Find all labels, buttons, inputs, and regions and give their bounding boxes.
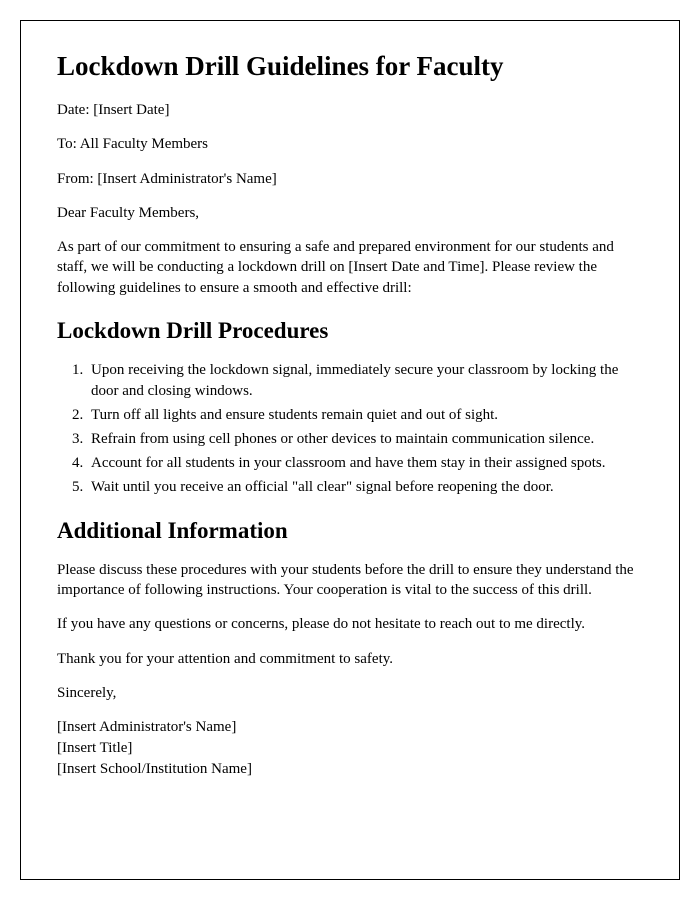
- procedures-list: Upon receiving the lockdown signal, imme…: [87, 360, 643, 498]
- sign-off: Sincerely,: [57, 683, 643, 703]
- intro-paragraph: As part of our commitment to ensuring a …: [57, 237, 643, 298]
- list-item: Wait until you receive an official "all …: [87, 477, 643, 498]
- page-title: Lockdown Drill Guidelines for Faculty: [57, 51, 643, 82]
- to-line: To: All Faculty Members: [57, 134, 643, 154]
- additional-paragraph-1: Please discuss these procedures with you…: [57, 560, 643, 601]
- additional-paragraph-2: If you have any questions or concerns, p…: [57, 614, 643, 634]
- signature-institution: [Insert School/Institution Name]: [57, 759, 643, 780]
- list-item: Upon receiving the lockdown signal, imme…: [87, 360, 643, 402]
- list-item: Turn off all lights and ensure students …: [87, 405, 643, 426]
- list-item: Account for all students in your classro…: [87, 453, 643, 474]
- date-line: Date: [Insert Date]: [57, 100, 643, 120]
- additional-paragraph-3: Thank you for your attention and commitm…: [57, 649, 643, 669]
- signature-title: [Insert Title]: [57, 738, 643, 759]
- list-item: Refrain from using cell phones or other …: [87, 429, 643, 450]
- additional-heading: Additional Information: [57, 518, 643, 544]
- signature-block: [Insert Administrator's Name] [Insert Ti…: [57, 717, 643, 780]
- procedures-heading: Lockdown Drill Procedures: [57, 318, 643, 344]
- document-page: Lockdown Drill Guidelines for Faculty Da…: [20, 20, 680, 880]
- salutation: Dear Faculty Members,: [57, 203, 643, 223]
- from-line: From: [Insert Administrator's Name]: [57, 169, 643, 189]
- signature-name: [Insert Administrator's Name]: [57, 717, 643, 738]
